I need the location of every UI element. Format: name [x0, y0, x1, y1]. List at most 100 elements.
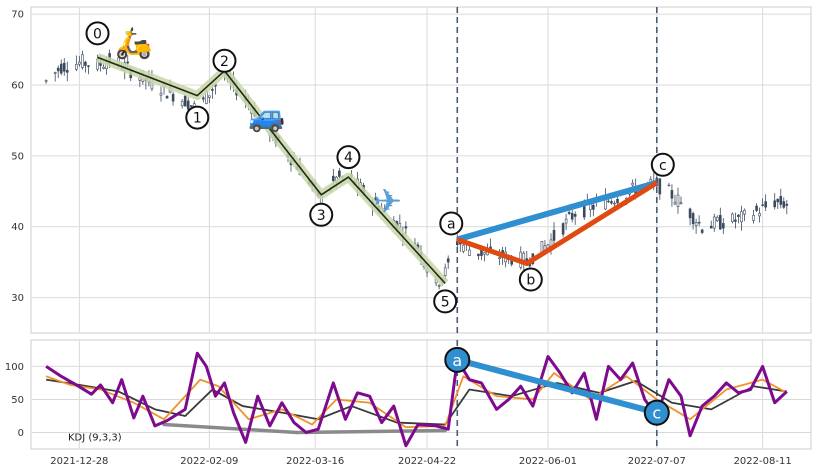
wave-label-circle: [185, 105, 210, 130]
candle-body: [75, 64, 78, 70]
candle-body: [159, 92, 163, 96]
price-divergence-line: [456, 179, 658, 243]
candle-body: [202, 97, 205, 100]
candle-body: [477, 253, 480, 257]
candle-body: [610, 201, 613, 204]
impulse-wave-line: [97, 56, 446, 284]
candle-body: [87, 65, 90, 67]
candle-body: [102, 66, 105, 69]
candle-body: [688, 208, 692, 219]
kdj-annotation: KDJ (9,3,3): [68, 432, 122, 443]
price-frame: [30, 6, 812, 334]
kdj-divergence-marker-a: a: [444, 346, 471, 373]
kdj-divergence-line: [456, 356, 658, 416]
candle-body: [567, 212, 571, 214]
candle-body: [658, 178, 662, 195]
candle-body: [165, 95, 169, 99]
candle-body: [59, 63, 63, 74]
wave-label-c: c: [650, 152, 675, 177]
candle-body: [189, 105, 193, 107]
wave-label-circle: [309, 202, 334, 227]
x-tick-label: 2022-07-07: [628, 456, 686, 467]
candle-body: [540, 240, 544, 253]
wave-label-text: 1: [193, 111, 202, 127]
wave-label-text: 4: [344, 150, 353, 166]
kdj-marker-text: c: [652, 404, 661, 423]
wave-label-circle: [650, 152, 675, 177]
kdj-panel: 0 50 100 2021-12-28 2022-02-09 2022-03-16 2022…: [5, 339, 812, 467]
candle-body: [211, 89, 214, 91]
candle-body: [715, 217, 719, 221]
corrective-wave-line: [456, 180, 659, 267]
kdj-series-line-0: [45, 351, 788, 448]
candle-body: [667, 184, 671, 187]
candle-body: [694, 222, 698, 226]
wave-label-circle: [433, 289, 458, 314]
candle-body: [570, 213, 574, 220]
wave-label-1: 1: [185, 105, 210, 130]
candle-body: [53, 72, 57, 74]
candle-body: [758, 213, 761, 217]
kdj-series-line-2: [45, 378, 787, 426]
candle-body: [613, 202, 616, 205]
kdj-marker-circle: [643, 399, 670, 426]
kdj-marker-circle: [444, 346, 471, 373]
candle-body: [78, 61, 81, 65]
candle-body: [773, 200, 777, 208]
x-tick-label: 2022-08-11: [734, 456, 792, 467]
candle-body: [673, 201, 677, 205]
candle-body: [779, 196, 783, 205]
candle-body: [670, 190, 674, 199]
candle-body: [183, 95, 187, 107]
kdj-y-tick-label: 50: [11, 395, 24, 406]
candle-body: [332, 175, 335, 182]
wave-label-circle: [518, 267, 543, 292]
candle-body: [552, 230, 556, 241]
candle-body: [785, 203, 789, 206]
candle-body: [186, 100, 190, 110]
wave-label-circle: [212, 48, 237, 73]
price-y-tick-label: 40: [11, 222, 24, 233]
price-panel: 30 40 50 60 70 0 1 2 3 4 5 a b c 🛵 🚙 ✈: [11, 6, 812, 334]
candle-body: [764, 201, 767, 208]
price-y-tick-label: 50: [11, 151, 24, 162]
candle-body: [126, 61, 130, 64]
candle-body: [697, 222, 701, 224]
candle-body: [616, 198, 619, 204]
candle-body: [731, 213, 734, 223]
candle-body: [65, 70, 69, 73]
candle-body: [761, 204, 764, 206]
kdj-y-tick-label: 0: [18, 428, 24, 439]
candle-body: [171, 93, 175, 102]
candle-body: [437, 285, 441, 287]
x-tick-label: 2022-04-22: [398, 456, 456, 467]
candle-body: [782, 201, 786, 208]
x-tick-label: 2022-06-01: [519, 456, 577, 467]
candle-body: [691, 213, 695, 225]
x-tick-label: 2022-02-09: [180, 456, 238, 467]
x-tick-label: 2022-03-16: [286, 456, 344, 467]
wave-label-0: 0: [85, 21, 110, 46]
candle-body: [712, 216, 716, 229]
candle-body: [776, 198, 780, 203]
candle-body: [498, 257, 501, 260]
price-y-tick-label: 60: [11, 80, 24, 91]
candle-body: [734, 219, 737, 222]
candle-body: [752, 215, 755, 221]
wave-label-5: 5: [433, 289, 458, 314]
candle-body: [446, 258, 450, 263]
candle-body: [56, 67, 60, 72]
price-y-tick-label: 70: [11, 10, 24, 21]
x-tick-label: 2021-12-28: [50, 456, 108, 467]
wave-label-circle: [85, 21, 110, 46]
candle-body: [607, 200, 610, 203]
kdj-divergence-marker-c: c: [643, 399, 670, 426]
kdj-trend-line: [162, 422, 447, 435]
wave-label-b: b: [518, 267, 543, 292]
candle-body: [483, 252, 486, 255]
candle-body: [573, 213, 577, 217]
candle-body: [709, 225, 713, 229]
candle-body: [44, 80, 48, 82]
candle-body: [719, 214, 722, 230]
